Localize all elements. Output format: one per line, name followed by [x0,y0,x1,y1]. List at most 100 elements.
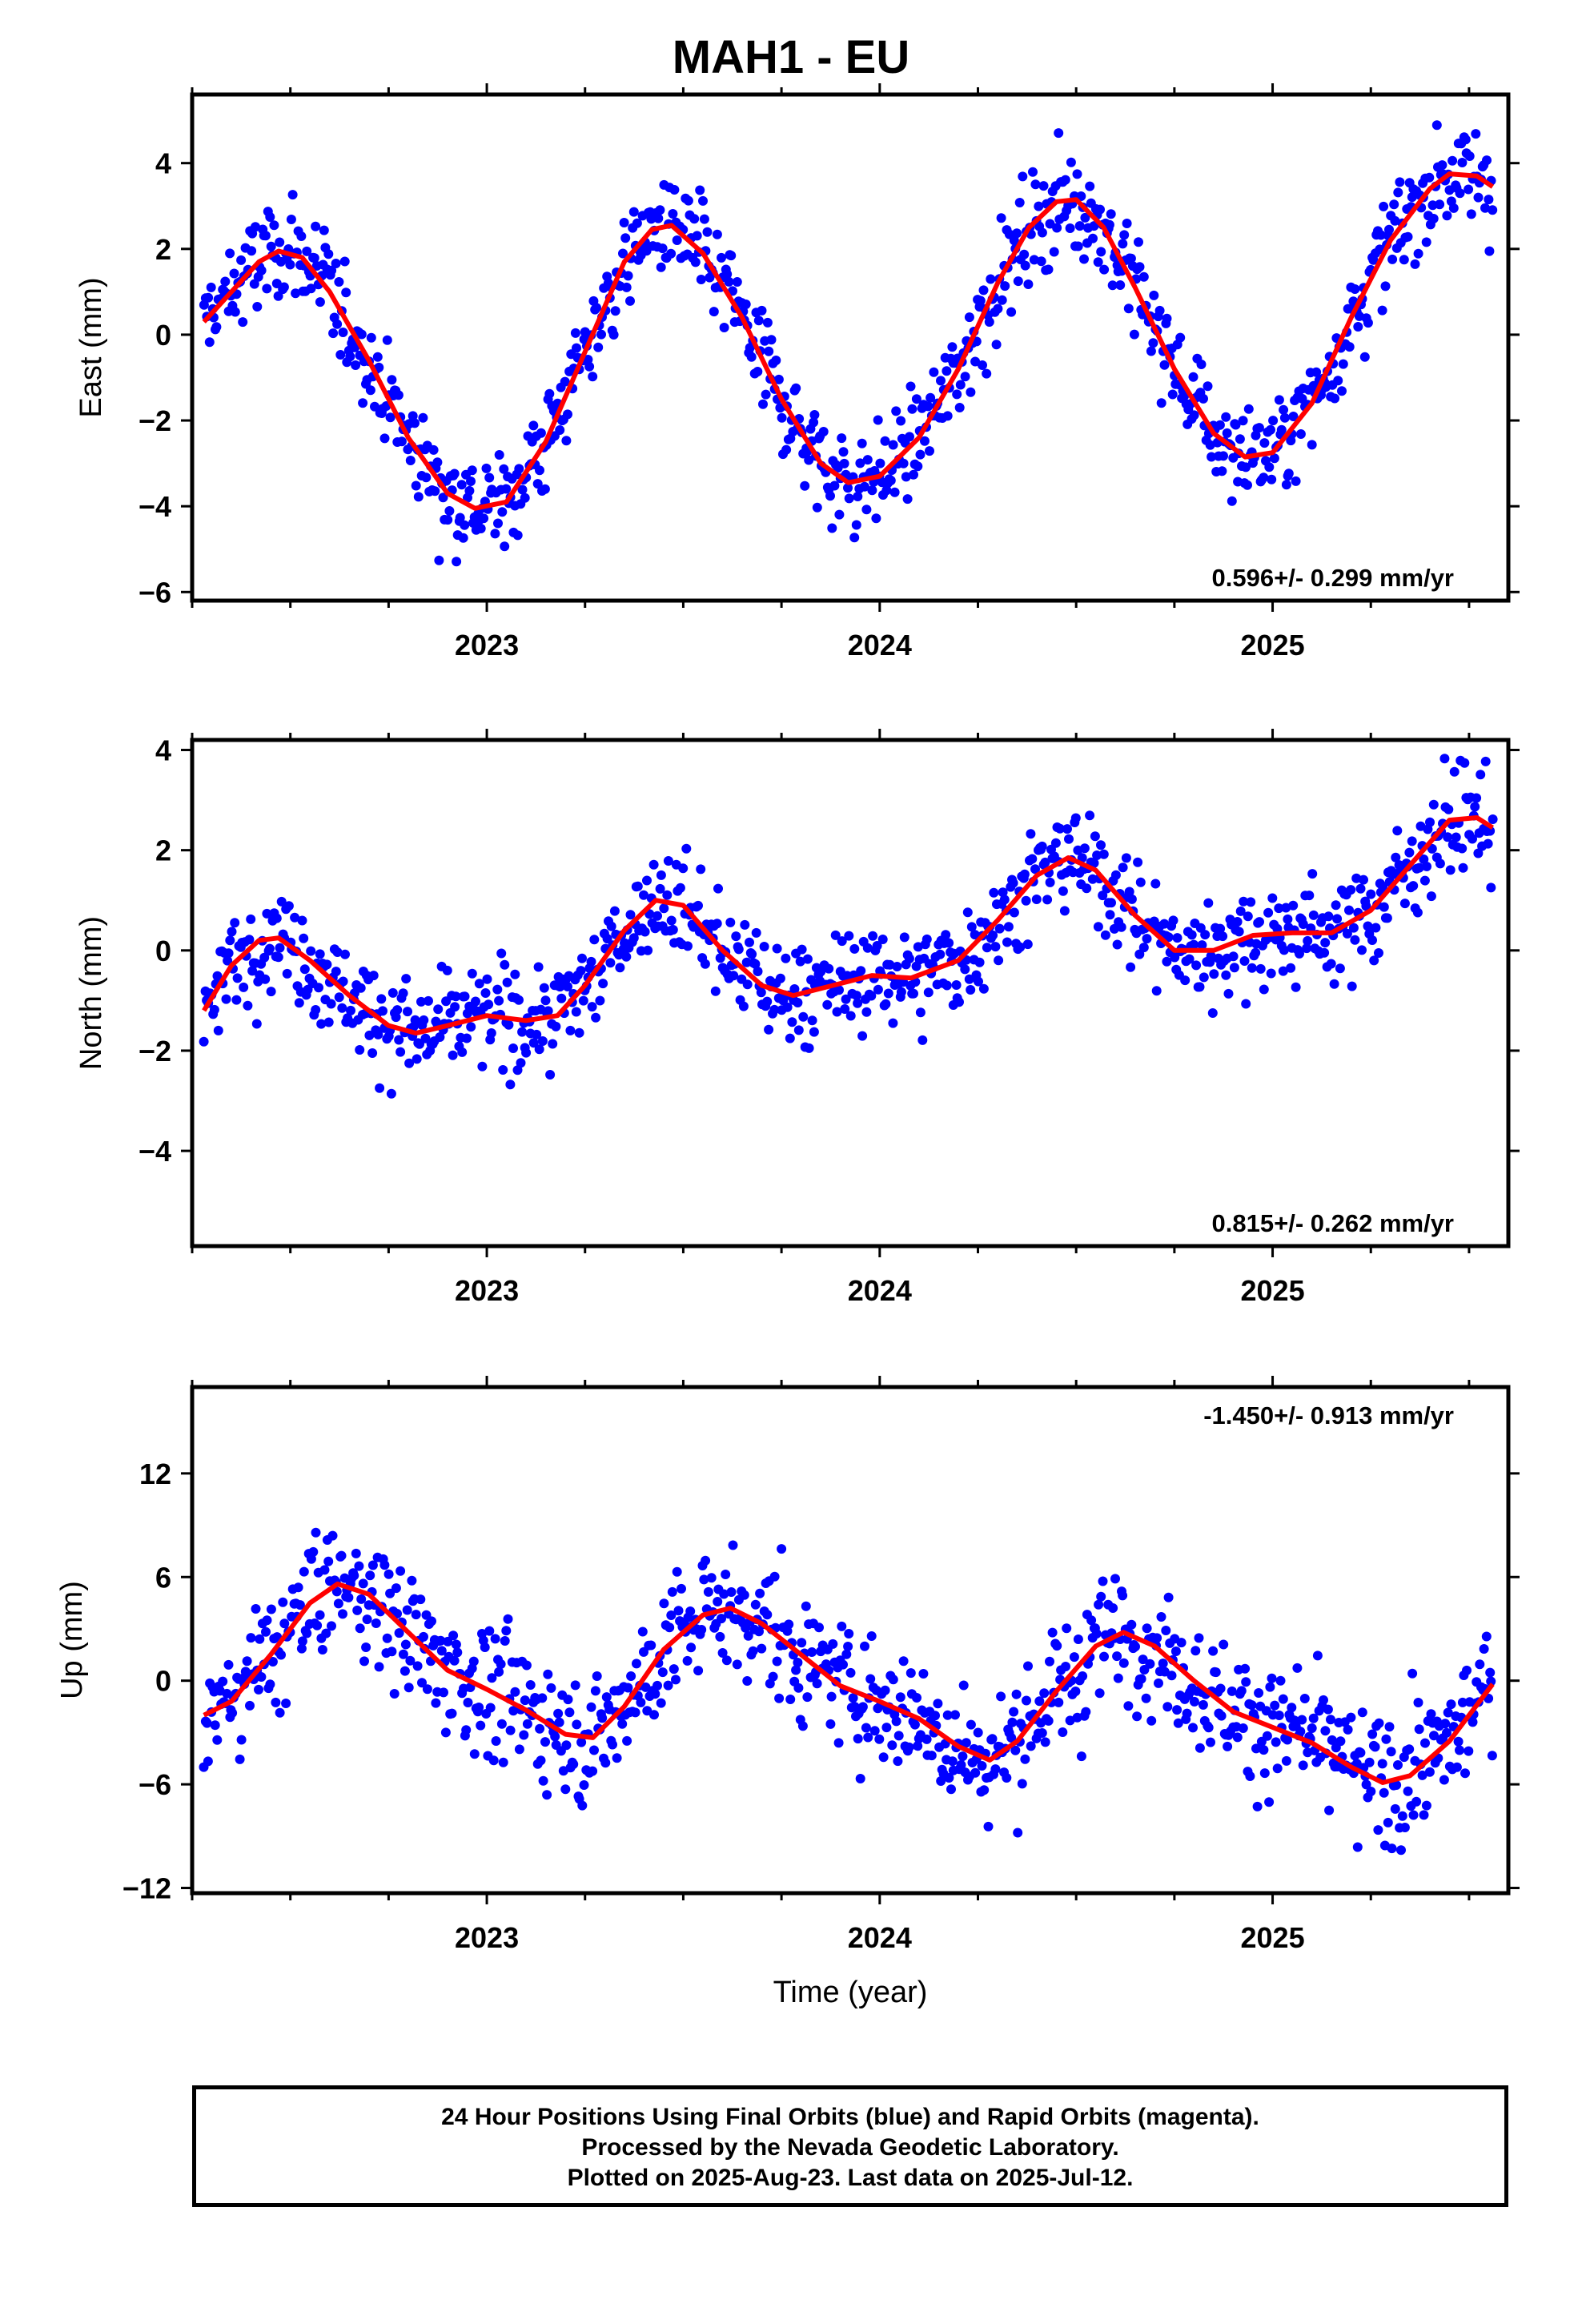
data-point [1426,891,1436,902]
data-point [1371,923,1381,933]
data-point [1211,1667,1221,1678]
data-point [642,1706,652,1716]
data-point [1428,214,1439,223]
data-point [598,979,608,989]
data-point [1195,982,1205,992]
data-point [238,317,248,328]
data-point [1393,1760,1403,1770]
data-point [1476,770,1486,780]
data-point [1108,1603,1118,1613]
data-point [1096,247,1106,257]
data-point [374,362,384,372]
data-point [1283,468,1294,479]
data-point [1096,840,1106,850]
data-point [872,941,882,951]
data-point [463,1698,473,1707]
data-point [677,1583,686,1594]
data-point [1475,1659,1485,1670]
data-point [460,991,470,1002]
data-point [888,1018,898,1028]
data-point [508,1043,518,1053]
data-point [1442,211,1452,221]
data-point [247,246,257,256]
data-point [787,1017,797,1027]
data-point [1442,1727,1452,1738]
data-point [987,1734,998,1744]
data-point [1047,1627,1058,1638]
data-point [1471,129,1481,139]
data-point [881,1723,892,1733]
data-point [392,1005,403,1015]
data-point [1104,219,1114,230]
data-point [458,533,468,543]
data-point [1166,1671,1177,1681]
data-point [1020,1754,1030,1764]
data-point [262,1615,272,1626]
data-point [777,412,787,423]
data-point [1307,440,1317,450]
y-tick-label: 0 [155,935,171,967]
data-point [1149,290,1159,300]
data-point [514,1744,524,1755]
data-point [355,1623,365,1634]
east-frame [190,92,1511,603]
data-point [1357,1707,1367,1718]
data-point [418,412,428,423]
data-point [663,1680,673,1691]
data-point [346,1005,355,1015]
data-point [1206,1737,1215,1747]
data-point [1126,1619,1137,1630]
data-point [528,1038,539,1048]
data-point [464,485,475,496]
data-point [1231,420,1241,430]
data-point [422,1684,432,1695]
data-point [398,988,408,999]
data-point [878,1752,889,1763]
data-point [302,1628,312,1638]
data-point [999,895,1010,905]
data-point [1130,1642,1140,1652]
data-point [364,1030,375,1040]
data-point [1175,332,1186,343]
data-point [393,390,404,400]
data-point [560,1784,571,1795]
data-point [452,557,462,567]
data-point [935,949,946,959]
data-point [1246,897,1256,907]
data-point [1332,914,1343,924]
data-point [546,1683,556,1693]
data-point [1379,902,1389,912]
data-point [1408,881,1419,891]
data-point [308,1546,319,1557]
data-point [1020,260,1030,271]
data-point [236,1735,247,1745]
y-tick-label: −4 [139,1135,171,1168]
data-point [293,1582,303,1593]
data-point [275,237,285,247]
data-point [1040,857,1050,867]
data-point [1279,404,1289,415]
data-point [1363,318,1373,328]
data-point [1045,1656,1054,1667]
data-point [717,1614,726,1624]
data-point [721,1655,732,1666]
data-point [698,195,708,206]
data-point [855,458,865,468]
data-point [699,1574,709,1585]
data-point [540,484,550,494]
data-point [996,213,1006,223]
data-point [1123,1701,1134,1711]
data-point [1003,922,1014,932]
data-point [434,555,444,565]
data-point [532,479,543,489]
data-point [561,436,572,446]
data-point [1464,1746,1474,1756]
data-point [1333,376,1343,386]
data-point [1470,802,1480,812]
data-point [814,1622,824,1633]
data-point [1407,1668,1418,1679]
data-point [1090,831,1100,842]
data-point [639,890,648,900]
data-point [315,297,325,308]
data-point [1037,841,1047,851]
